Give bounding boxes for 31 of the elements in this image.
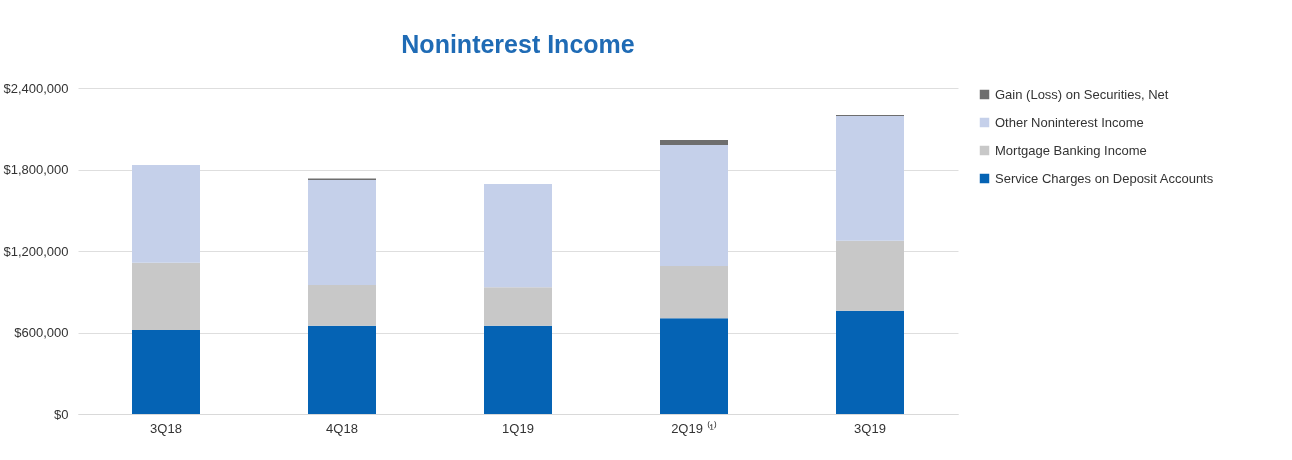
legend-label: Other Noninterest Income — [995, 114, 1144, 130]
bar — [308, 325, 376, 414]
x-tick-label: 4Q18 — [326, 420, 358, 436]
bar — [836, 240, 904, 311]
legend-label: Mortgage Banking Income — [995, 142, 1147, 158]
x-tick-label: 1Q19 — [502, 420, 534, 436]
bar — [308, 284, 376, 326]
x-tick-label: 3Q18 — [150, 420, 182, 436]
y-tick-label: $1,800,000 — [3, 162, 69, 177]
y-tick-label: $0 — [54, 406, 69, 422]
bar — [660, 145, 728, 266]
bar — [836, 115, 904, 241]
bar — [132, 165, 200, 263]
y-tick-label: $1,200,000 — [3, 243, 69, 259]
bar — [132, 330, 200, 414]
bar — [660, 140, 728, 146]
legend-label: Gain (Loss) on Securities, Net — [995, 86, 1169, 102]
legend-label: Service Charges on Deposit Accounts — [995, 170, 1214, 186]
y-tick-label: $2,400,000 — [3, 80, 69, 96]
bar — [484, 184, 552, 288]
chart-title: Noninterest Income — [401, 30, 635, 58]
bar — [836, 310, 904, 414]
y-tick-label: $600,000 — [14, 325, 69, 340]
x-tick-label: 3Q19 — [854, 420, 886, 436]
bar — [132, 262, 200, 331]
bar — [484, 325, 552, 414]
x-tick-label: 2Q19 ⁽¹⁾ — [671, 420, 717, 436]
bar — [660, 318, 728, 414]
bar — [308, 179, 376, 285]
bar — [484, 287, 552, 326]
bar — [660, 265, 728, 319]
